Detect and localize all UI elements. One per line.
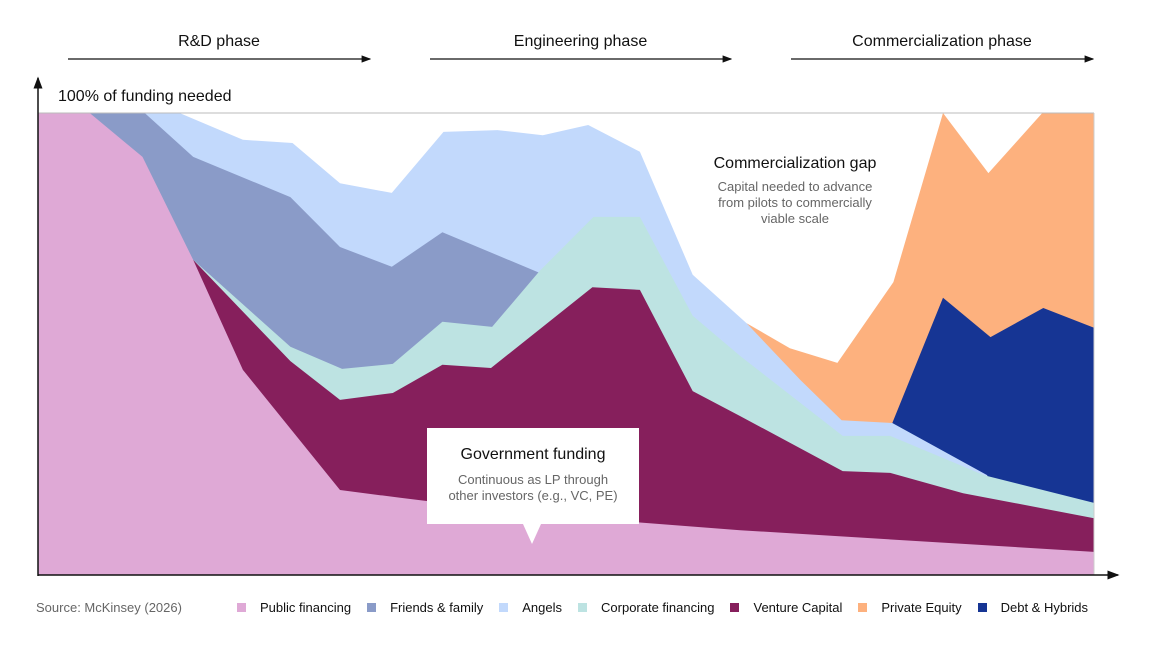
legend-label: Venture Capital [753, 600, 843, 615]
gap-text-2: from pilots to commercially [718, 195, 872, 210]
gap-text-3: viable scale [761, 211, 829, 226]
legend-item: Friends & family [367, 600, 483, 615]
legend-swatch [730, 603, 740, 612]
legend-item: Public financing [237, 600, 351, 615]
legend-item: Venture Capital [730, 600, 842, 615]
legend-swatch [499, 603, 509, 612]
gov-text-2: other investors (e.g., VC, PE) [448, 488, 618, 503]
legend-swatch [237, 603, 246, 612]
legend-item: Debt & Hybrids [977, 600, 1089, 615]
area-public-financing [38, 113, 1094, 575]
legend-item: Private Equity [858, 600, 962, 615]
source-note: Source: McKinsey (2026) [36, 600, 182, 615]
phase-label-rnd: R&D phase [178, 33, 260, 50]
government-funding-callout: Government funding Continuous as LP thro… [427, 428, 639, 544]
legend-label: Friends & family [390, 600, 484, 615]
area-venture-capital [193, 259, 1094, 575]
commercialization-gap-annotation: Commercialization gap Capital needed to … [680, 155, 910, 227]
phase-label-engineering: Engineering phase [513, 33, 648, 50]
legend-item: Corporate financing [578, 600, 714, 615]
legend-swatch [977, 603, 987, 612]
legend-label: Debt & Hybrids [1000, 600, 1089, 615]
area-series-group [38, 113, 1094, 575]
legend: Public financing Friends & family Angels Co… [237, 600, 1104, 615]
legend-label: Public financing [260, 600, 352, 615]
legend-swatch [578, 603, 588, 612]
gov-text-1: Continuous as LP through [457, 472, 609, 487]
legend-swatch [858, 603, 868, 612]
y-axis-label: 100% of funding needed [58, 88, 232, 105]
legend-label: Angels [522, 600, 563, 615]
legend-label: Private Equity [881, 600, 962, 615]
phase-label-commercialization: Commercialization phase [852, 33, 1032, 50]
legend-item: Angels [499, 600, 562, 615]
legend-swatch [367, 603, 377, 612]
gov-title: Government funding [460, 446, 606, 463]
gap-title: Commercialization gap [713, 155, 877, 172]
gap-text-1: Capital needed to advance [717, 179, 873, 194]
legend-label: Corporate financing [601, 600, 715, 615]
